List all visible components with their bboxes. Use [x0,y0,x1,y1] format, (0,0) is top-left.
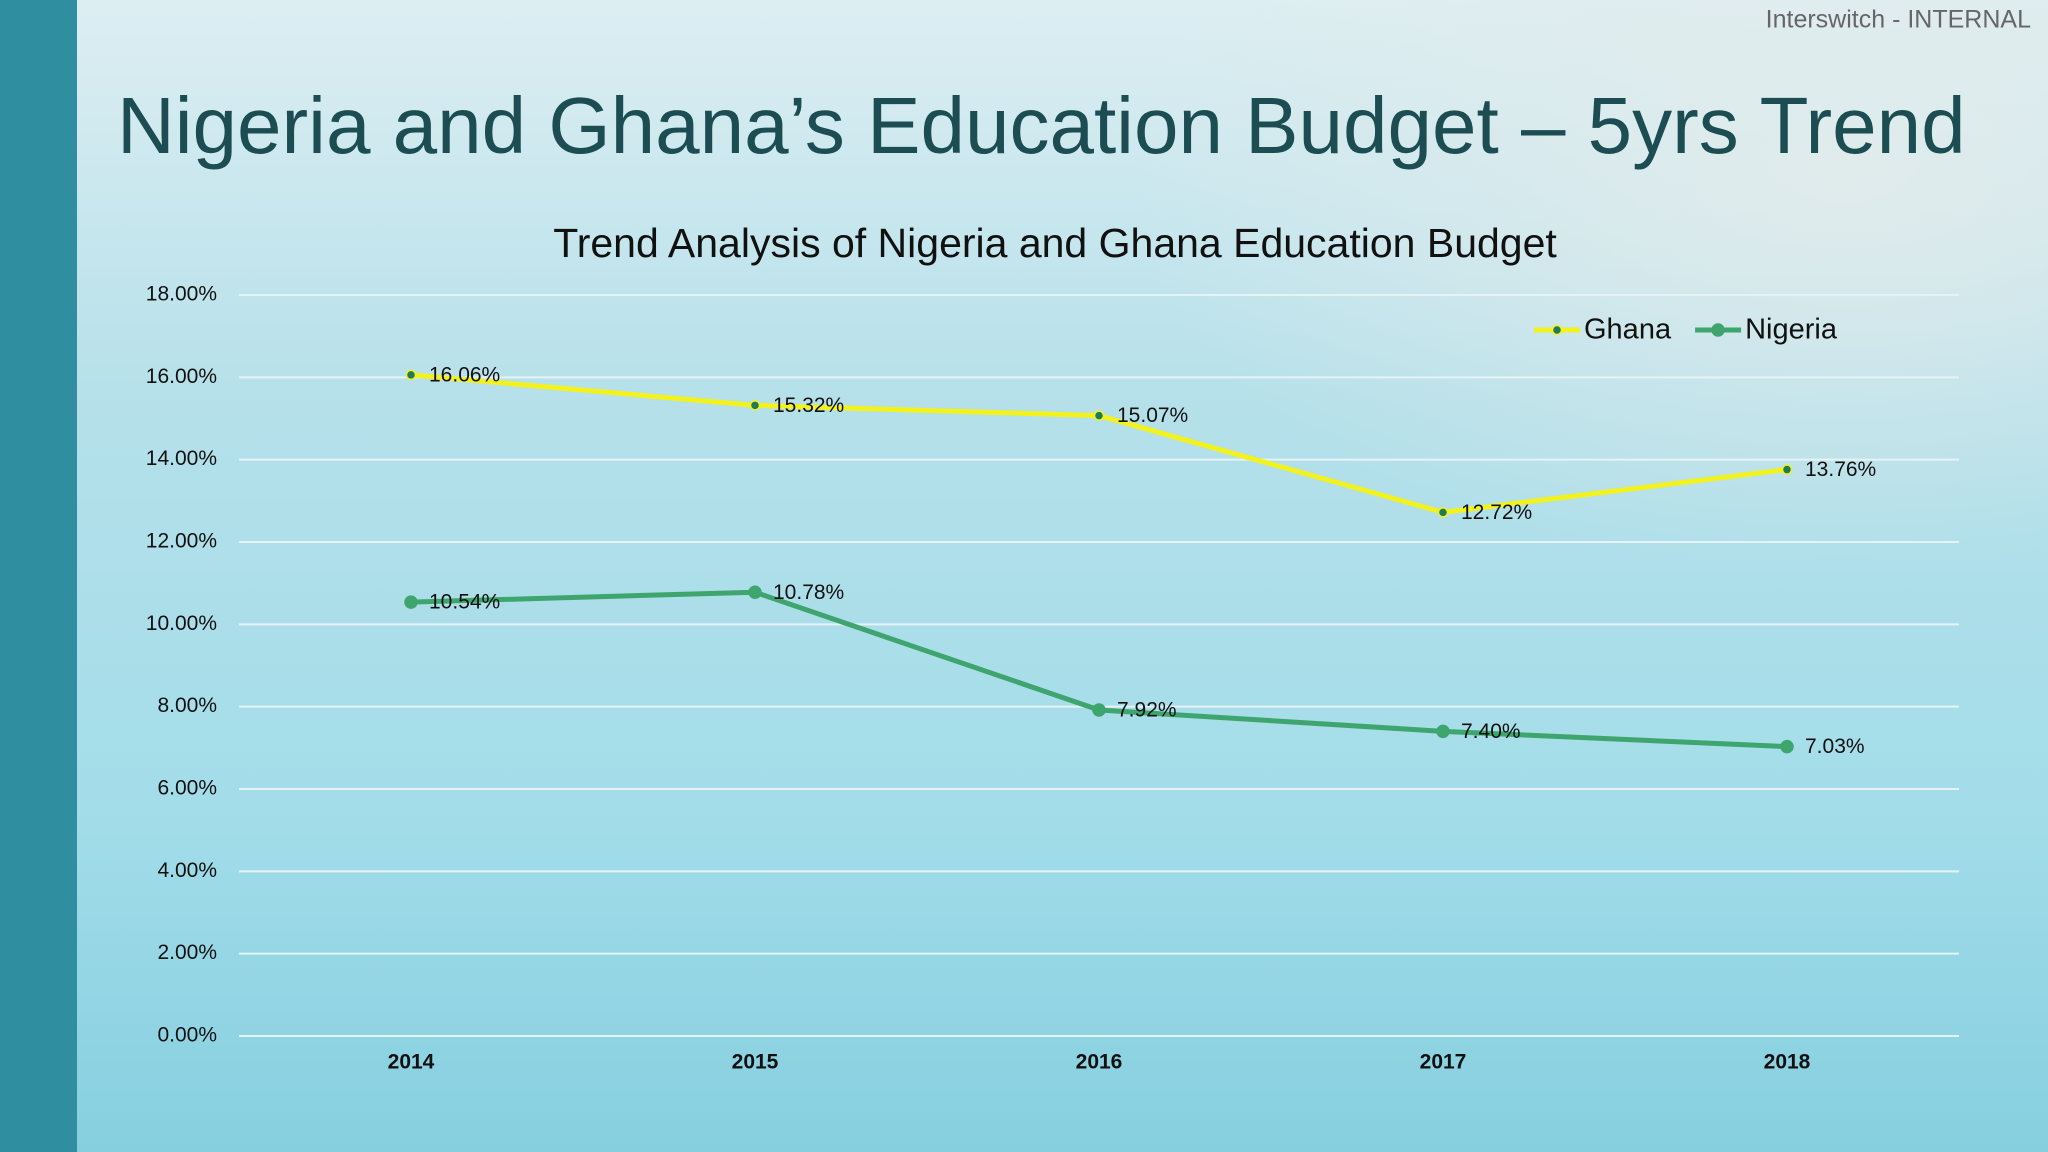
data-label: 16.06% [429,363,500,386]
y-tick-label: 10.00% [146,612,217,635]
data-point [404,595,418,609]
y-tick-label: 8.00% [157,694,217,717]
x-tick-label: 2015 [732,1051,779,1074]
y-tick-label: 18.00% [146,283,217,306]
legend-marker [1711,323,1725,337]
data-point [1781,464,1793,475]
data-point [1780,739,1794,754]
data-point [405,369,417,381]
slide-title: Nigeria and Ghana’s Education Budget – 5… [117,81,1966,170]
data-label: 15.07% [1117,404,1188,427]
x-tick-label: 2016 [1076,1051,1123,1074]
x-tick-label: 2017 [1420,1051,1467,1074]
data-point [749,400,761,411]
legend-label: Nigeria [1745,314,1838,346]
side-bar [0,0,77,1152]
data-point [1092,703,1106,717]
data-point [1093,410,1105,421]
chart-title: Trend Analysis of Nigeria and Ghana Educ… [553,220,1557,266]
data-point [1437,507,1449,518]
data-point [1436,724,1450,739]
data-label: 12.72% [1461,501,1532,524]
y-tick-label: 14.00% [146,447,217,470]
legend-label: Ghana [1584,314,1672,346]
legend-marker [1551,324,1563,336]
data-label: 15.32% [773,394,844,417]
x-tick-label: 2018 [1764,1051,1811,1074]
y-tick-label: 12.00% [146,530,217,553]
classification-label: Interswitch - INTERNAL [1766,6,2031,34]
data-label: 10.54% [429,591,500,614]
data-label: 7.92% [1117,699,1177,722]
data-point [748,585,762,599]
y-tick-label: 0.00% [157,1024,217,1047]
data-label: 7.03% [1805,735,1865,758]
data-label: 13.76% [1805,458,1876,481]
y-tick-label: 6.00% [157,777,217,800]
y-tick-label: 4.00% [157,859,217,882]
y-tick-label: 16.00% [146,365,217,388]
y-tick-label: 2.00% [157,941,217,964]
x-tick-label: 2014 [388,1051,435,1074]
data-label: 10.78% [773,581,844,604]
data-label: 7.40% [1461,720,1521,743]
